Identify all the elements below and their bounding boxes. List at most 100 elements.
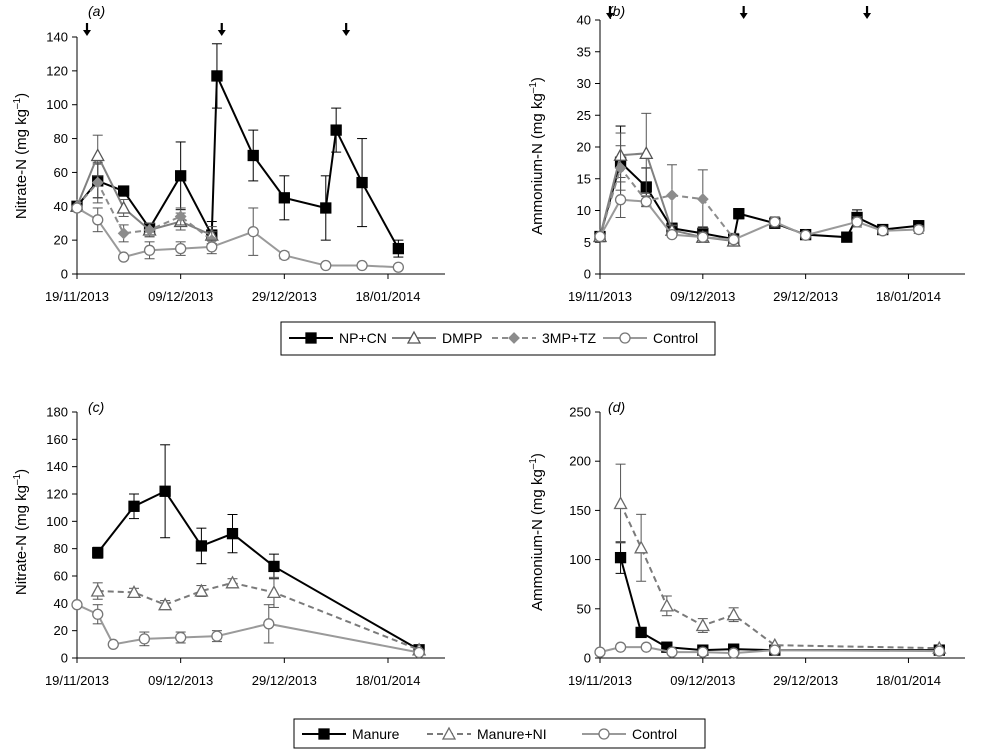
data-point	[392, 242, 405, 255]
x-tick-label: 09/12/2013	[670, 289, 735, 304]
data-point	[128, 500, 140, 512]
y-tick-label: 10	[577, 203, 591, 218]
y-tick-label: 100	[46, 97, 68, 112]
data-point	[247, 226, 259, 238]
data-point	[696, 193, 709, 205]
data-point	[594, 646, 606, 658]
y-tick-label: 100	[569, 552, 591, 567]
x-tick-label: 18/01/2014	[876, 673, 941, 688]
application-arrow-head	[739, 13, 748, 19]
x-tick-label: 18/01/2014	[876, 289, 941, 304]
y-tick-label: 200	[569, 454, 591, 469]
data-point	[206, 241, 218, 253]
data-point	[278, 192, 290, 204]
data-point	[117, 185, 130, 197]
panel-label: (a)	[88, 3, 105, 19]
legend-marker	[305, 332, 317, 344]
legend-item: NP+CN	[289, 330, 387, 346]
legend-treatments: NP+CN DMPP 3MP+TZ Control	[280, 321, 716, 356]
panel-a-nitrate-treatments: (a) Nitrate-N (mg kg–1) 0 20 40 60 80 100 120 1…	[12, 3, 445, 304]
data-point	[614, 641, 627, 653]
series-line	[76, 75, 400, 250]
data-point	[247, 149, 259, 162]
series-line	[619, 503, 940, 650]
data-point	[143, 244, 156, 256]
y-tick-label: 0	[61, 651, 68, 666]
application-arrow-head	[606, 13, 614, 19]
series	[613, 463, 947, 654]
data-point	[174, 210, 187, 223]
y-axis-label: Ammonium-N (mg kg–1)	[528, 77, 546, 235]
x-tick-label: 18/01/2014	[355, 289, 420, 304]
data-point	[278, 249, 290, 262]
panel-b-ammonium-treatments: (b) Ammonium-N (mg kg–1) 051015202530354…	[528, 3, 965, 304]
series	[71, 161, 218, 250]
legend-marker	[441, 726, 457, 740]
data-point	[659, 598, 674, 612]
series	[92, 444, 425, 656]
data-point	[320, 202, 332, 214]
data-point	[263, 618, 275, 630]
data-point	[799, 229, 812, 241]
data-point	[634, 540, 649, 554]
x-tick-label: 19/11/2013	[45, 673, 109, 688]
legend-label: Control	[653, 330, 698, 346]
legend-label: NP+CN	[339, 330, 387, 346]
legend-item: 3MP+TZ	[492, 330, 597, 346]
x-tick-label: 19/11/2013	[45, 289, 109, 304]
data-point	[159, 485, 171, 497]
series	[71, 43, 405, 258]
y-tick-label: 20	[54, 233, 68, 248]
data-point	[92, 608, 104, 620]
application-arrow-head	[863, 13, 872, 19]
data-point	[613, 496, 628, 510]
x-tick-label: 19/11/2013	[568, 673, 632, 688]
y-tick-label: 60	[54, 165, 68, 180]
y-tick-label: 250	[569, 405, 591, 420]
series	[594, 181, 925, 246]
data-point	[175, 631, 187, 644]
legend-label: DMPP	[442, 330, 482, 346]
data-point	[639, 145, 654, 160]
legend-label: Manure+NI	[477, 726, 547, 742]
legend-item: Manure+NI	[427, 726, 547, 742]
data-point	[697, 646, 709, 658]
data-point	[635, 626, 647, 639]
panel-label: (d)	[608, 399, 625, 415]
legend-item: Control	[582, 726, 677, 742]
data-point	[913, 223, 925, 236]
data-point	[841, 231, 853, 243]
data-point	[726, 607, 741, 621]
data-point	[266, 585, 282, 599]
y-tick-label: 140	[46, 30, 68, 45]
data-point	[126, 585, 142, 599]
legend-item: DMPP	[392, 330, 482, 346]
y-tick-label: 160	[46, 432, 68, 447]
y-tick-label: 80	[54, 541, 68, 556]
data-point	[107, 638, 119, 650]
legend-item: Manure	[302, 726, 400, 742]
data-point	[666, 228, 678, 241]
y-tick-label: 5	[584, 235, 591, 250]
y-tick-label: 40	[54, 596, 68, 611]
application-arrow-head	[83, 30, 91, 36]
data-point	[614, 162, 627, 174]
series	[614, 541, 945, 656]
data-point	[90, 583, 105, 597]
y-axis-label: Nitrate-N (mg kg–1)	[12, 93, 30, 219]
x-tick-label: 18/01/2014	[355, 673, 420, 688]
data-point	[666, 646, 678, 658]
x-tick-label: 29/12/2013	[252, 289, 317, 304]
y-tick-label: 60	[54, 569, 68, 584]
data-point	[143, 224, 156, 236]
data-point	[92, 547, 104, 559]
data-point	[71, 202, 83, 214]
legend-label: Manure	[352, 726, 400, 742]
y-tick-label: 35	[577, 44, 591, 59]
data-point	[320, 259, 332, 272]
y-tick-label: 0	[61, 267, 68, 282]
data-point	[728, 234, 740, 246]
data-point	[769, 216, 781, 228]
panel-label: (c)	[88, 399, 104, 415]
